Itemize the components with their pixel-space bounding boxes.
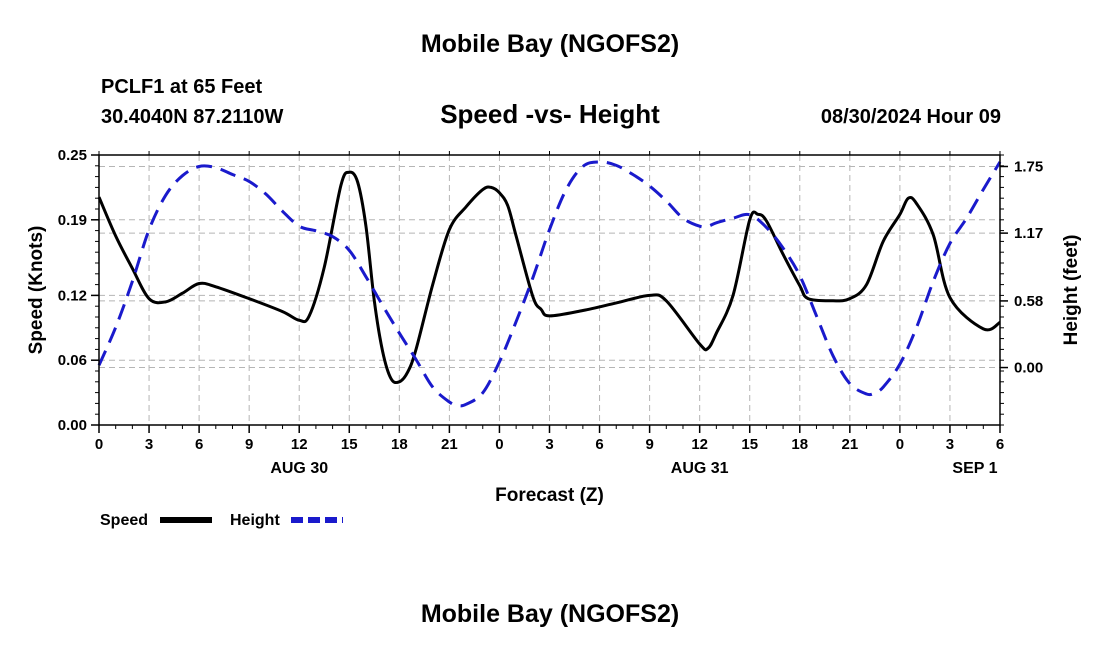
x-tick-label: 21	[841, 436, 858, 453]
series-line-speed	[97, 170, 1001, 385]
legend: Speed Height	[100, 512, 343, 529]
x-tick-label: 6	[195, 436, 203, 453]
y-tick-label-right: 1.17	[1014, 225, 1043, 242]
y-tick-label-left: 0.19	[58, 212, 87, 229]
x-tick-label: 6	[595, 436, 603, 453]
station-label: PCLF1 at 65 Feet	[101, 76, 263, 98]
x-tick-label: 18	[391, 436, 408, 453]
date-label: SEP 1	[952, 460, 997, 477]
legend-label-height: Height	[230, 512, 280, 529]
date-label: AUG 30	[270, 460, 328, 477]
x-tick-label: 9	[245, 436, 253, 453]
chart-title: Mobile Bay (NGOFS2)	[420, 30, 680, 58]
station-coordinates: 30.4040N 87.2110W	[101, 106, 284, 128]
series-line-height	[97, 160, 1002, 408]
x-tick-label: 15	[741, 436, 758, 453]
y-tick-label-right: 0.58	[1014, 293, 1043, 310]
y-tick-label-left: 0.25	[58, 147, 87, 164]
x-axis-label: Forecast (Z)	[495, 485, 604, 506]
x-tick-label: 0	[896, 436, 904, 453]
x-tick-label: 3	[946, 436, 954, 453]
y-tick-label-left: 0.12	[58, 287, 87, 304]
x-tick-label: 0	[495, 436, 503, 453]
y-tick-label-right: 0.00	[1014, 360, 1043, 377]
legend-label-speed: Speed	[100, 512, 148, 529]
forecast-datetime: 08/30/2024 Hour 09	[820, 106, 1001, 128]
x-tick-label: 0	[95, 436, 103, 453]
y-axis-label-left: Speed (Knots)	[26, 226, 47, 355]
x-tick-label: 12	[691, 436, 708, 453]
y-tick-label-right: 1.75	[1014, 158, 1043, 175]
chart-subtitle: Speed -vs- Height	[440, 99, 660, 129]
date-label: AUG 31	[671, 460, 729, 477]
x-tick-label: 18	[791, 436, 808, 453]
x-tick-label: 6	[996, 436, 1004, 453]
y-tick-label-left: 0.06	[58, 352, 87, 369]
y-axis-label-right: Height (feet)	[1061, 235, 1082, 346]
x-tick-label: 3	[145, 436, 153, 453]
x-tick-label: 12	[291, 436, 308, 453]
x-tick-label: 9	[645, 436, 653, 453]
y-tick-label-left: 0.00	[58, 417, 87, 434]
footer-title: Mobile Bay (NGOFS2)	[420, 600, 680, 628]
grid	[99, 155, 1000, 425]
x-tick-label: 15	[341, 436, 358, 453]
series-layer	[97, 160, 1002, 408]
axes: 0 3 6 9 12 15 18 21 0 3 6 9 12 15 18 21 0 3 6 AUG 30 AUG 31 S…	[58, 147, 1043, 477]
x-tick-label: 21	[441, 436, 458, 453]
x-tick-label: 3	[545, 436, 553, 453]
